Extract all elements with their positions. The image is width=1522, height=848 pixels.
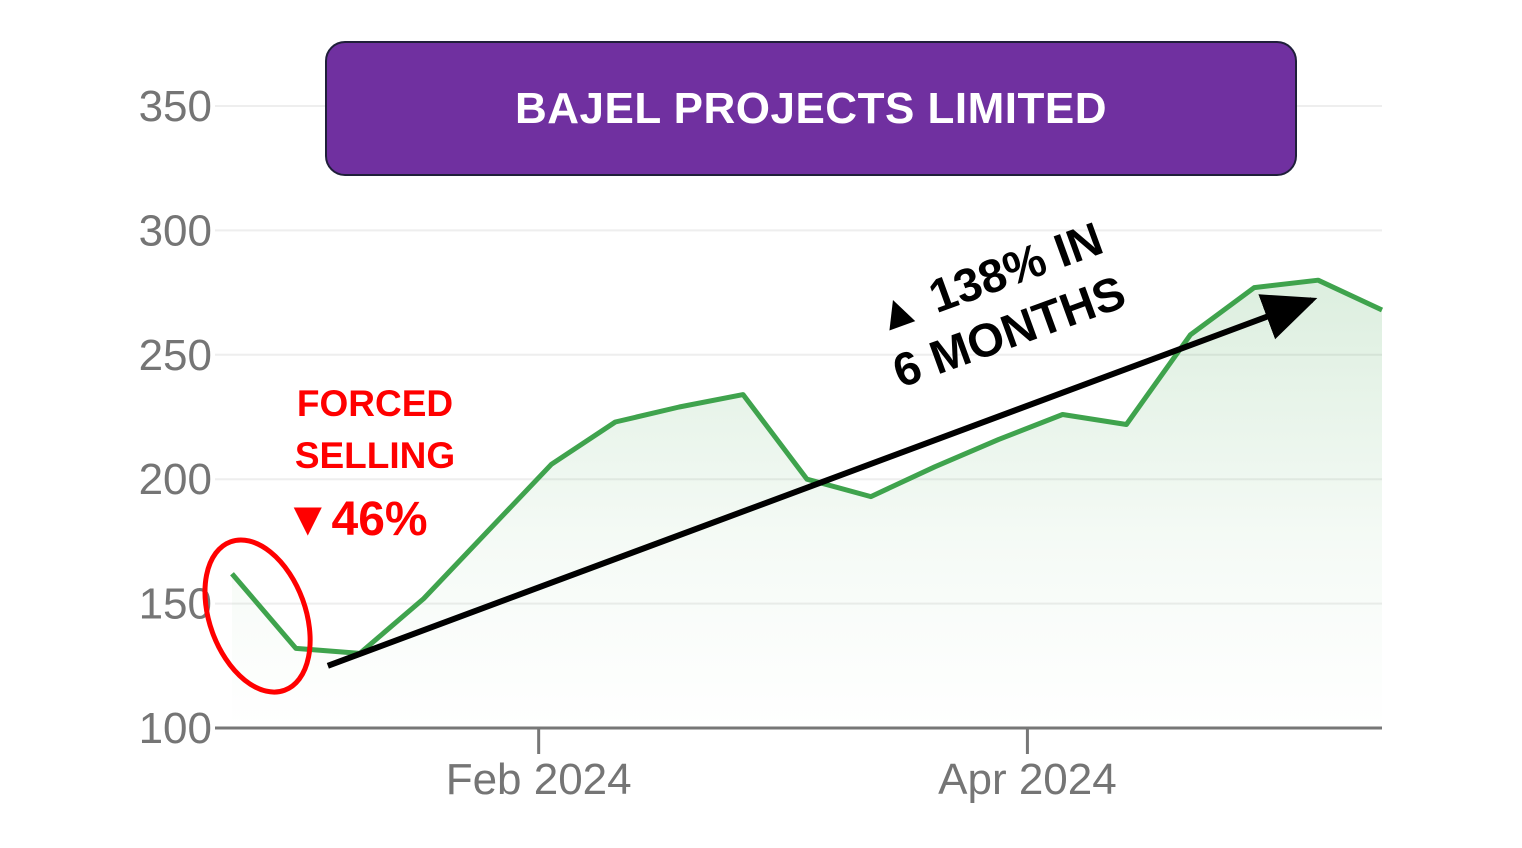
price-series-line	[230, 277, 1384, 656]
x-tick-label: Apr 2024	[938, 755, 1117, 804]
forced-selling-highlight-ellipse	[202, 537, 313, 695]
forced-selling-annotation: FORCED SELLING	[265, 378, 485, 482]
y-tick-label: 150	[139, 580, 212, 629]
y-tick-label: 300	[139, 206, 212, 255]
y-tick-label: 100	[139, 704, 212, 753]
price-area-fill	[232, 280, 1382, 728]
y-tick-label: 350	[139, 82, 212, 131]
x-tick-label: Feb 2024	[446, 755, 632, 804]
forced-selling-line-2: SELLING	[294, 435, 456, 476]
trend-arrow	[326, 294, 1318, 669]
y-tick-label: 250	[139, 331, 212, 380]
chart-title: BAJEL PROJECTS LIMITED	[514, 83, 1108, 133]
forced-selling-line-1: FORCED	[296, 383, 454, 424]
drop-percentage-annotation: ▼46%	[284, 493, 428, 546]
y-tick-label: 200	[139, 455, 212, 504]
chart-title-box: BAJEL PROJECTS LIMITED	[325, 41, 1297, 176]
